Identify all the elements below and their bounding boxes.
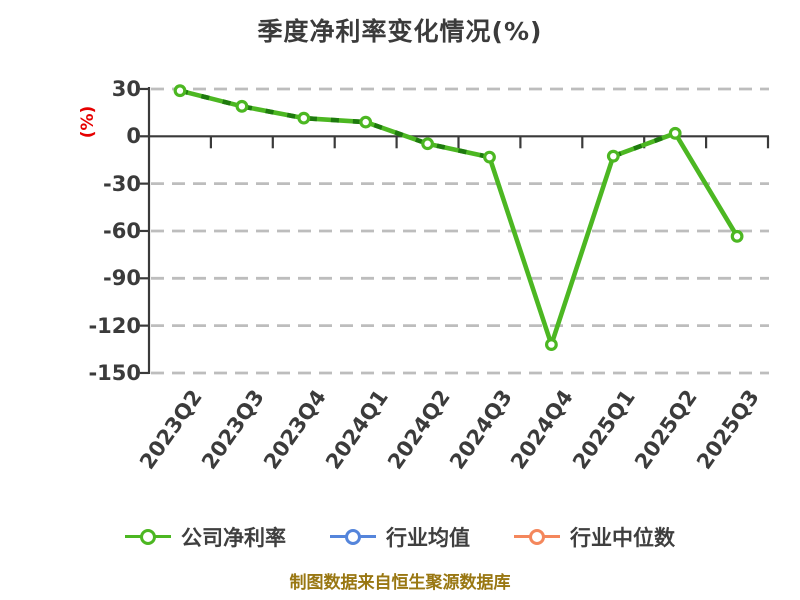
legend-label: 行业中位数: [570, 526, 675, 550]
series-line: [177, 88, 740, 347]
y-axis-tick-label: -90: [103, 266, 141, 291]
y-axis-tick-label: -60: [103, 218, 141, 243]
y-axis-tick-label: -120: [88, 313, 141, 338]
data-source-note: 制图数据来自恒生聚源数据库: [289, 573, 511, 593]
data-point-marker: [359, 115, 373, 129]
legend-circle: [529, 529, 545, 545]
data-point-marker: [730, 229, 744, 243]
legend-item: 行业中位数: [514, 522, 675, 552]
series-line-dash-overlay: [179, 88, 490, 160]
data-point-marker: [421, 137, 435, 151]
chart-legend: 公司净利率 行业均值 行业中位数: [0, 522, 800, 552]
legend-circle: [140, 529, 156, 545]
data-point-marker: [483, 150, 496, 164]
data-point-marker: [173, 84, 187, 98]
data-point-marker: [668, 126, 682, 140]
legend-label: 公司净利率: [181, 526, 286, 550]
data-point-marker: [297, 111, 311, 125]
chart-title: 季度净利率变化情况(%): [257, 17, 543, 46]
y-axis-tick-label: -30: [103, 171, 141, 196]
data-point-marker: [606, 149, 620, 163]
legend-marker-icon: [330, 528, 376, 546]
legend-circle: [345, 529, 361, 545]
y-axis-tick-label: 0: [126, 124, 141, 149]
legend-label: 行业均值: [386, 526, 470, 550]
y-axis-tick-label: -150: [88, 360, 141, 385]
legend-marker-icon: [125, 528, 171, 546]
data-point-marker: [235, 99, 249, 113]
data-point-marker: [545, 338, 558, 351]
legend-item: 行业均值: [330, 522, 470, 552]
legend-marker-icon: [514, 528, 560, 546]
legend-item: 公司净利率: [125, 522, 286, 552]
y-axis-tick-label: 30: [111, 76, 141, 101]
